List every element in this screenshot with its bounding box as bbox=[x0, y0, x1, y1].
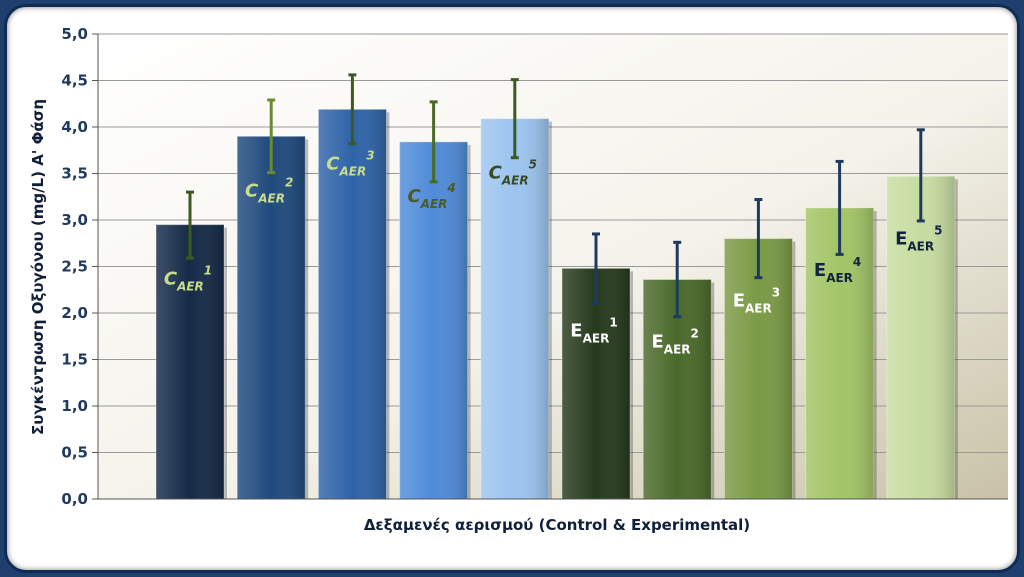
bar-group: EAER3 bbox=[723, 198, 796, 500]
y-tick-label: 5,0 bbox=[61, 25, 88, 43]
bar-label: CAER1 bbox=[164, 264, 212, 294]
y-tick-label: 3,5 bbox=[61, 165, 88, 183]
bar-label-sub: AER bbox=[501, 174, 529, 188]
bar-group: EAER 1 bbox=[561, 232, 633, 500]
bar-group: CAER3 bbox=[317, 73, 390, 500]
bar-group: EAER4 bbox=[805, 159, 877, 500]
bar-label-base: E bbox=[733, 291, 745, 312]
bar-label-sub: AER bbox=[664, 343, 691, 357]
bar-label-sup: 3 bbox=[772, 286, 780, 300]
bar-label-sup: 2 bbox=[285, 175, 293, 189]
bar-shine bbox=[562, 268, 630, 499]
bar-label-base: C bbox=[164, 269, 178, 290]
y-tick-label: 2,0 bbox=[61, 304, 88, 322]
bar-label-sup: 3 bbox=[366, 148, 374, 162]
y-tick-label: 2,5 bbox=[61, 258, 88, 276]
axes: 0,0 0,5 1,0 1,5 2,0 2,5 3,0 3,5 4,0 4,5 5,0 bbox=[61, 25, 1008, 508]
bar-label-sub: AER bbox=[907, 239, 934, 253]
y-tick-label: 0,0 bbox=[61, 490, 88, 508]
y-tick-label: 4,0 bbox=[61, 118, 88, 136]
bar-label-base: C bbox=[245, 180, 259, 201]
x-axis-title: Δεξαμενές αερισμού (Control & Experiment… bbox=[364, 516, 750, 534]
bar-label-base: E bbox=[895, 228, 907, 249]
bar-label-sub: AER bbox=[420, 197, 448, 211]
bar-group: CAER 4 bbox=[399, 100, 471, 500]
bar-label-sup: 1 bbox=[609, 315, 617, 329]
bar-label: CAER5 bbox=[489, 158, 537, 188]
bar-chart: CAER1CAER2CAER3CAER4CAER5EAER1EAER2EAER3… bbox=[29, 25, 1008, 534]
bar-label-base: E bbox=[814, 260, 826, 281]
y-tick-label: 1,5 bbox=[61, 351, 88, 369]
y-tick-label: 3,0 bbox=[61, 211, 88, 229]
bar-label-sub: AER bbox=[257, 191, 285, 205]
bar-group: CAER5 bbox=[480, 78, 552, 500]
y-tick-label: 0,5 bbox=[61, 444, 88, 462]
bar-label-sup: 4 bbox=[446, 181, 455, 195]
bar-label: EAER4 bbox=[814, 255, 861, 285]
bar-label: CAER 4 bbox=[407, 181, 455, 211]
y-tick-label: 1,0 bbox=[61, 397, 88, 415]
bars: CAER1CAER2CAER3CAER4CAER5EAER1EAER2EAER3… bbox=[155, 73, 958, 500]
bar-label-sub: AER bbox=[176, 280, 204, 294]
y-tick-label: 4,5 bbox=[61, 72, 88, 90]
bar-group: EAER5 bbox=[886, 128, 958, 500]
bar-label-sub: AER bbox=[338, 164, 366, 178]
bar-label-base: C bbox=[489, 163, 503, 184]
bar-shine bbox=[318, 109, 387, 499]
y-axis-title: Συγκέντρωση Οξυγόνου (mg/L) Α' Φάση bbox=[29, 99, 47, 435]
bar-label-sub: AER bbox=[583, 331, 610, 345]
bar-shine bbox=[805, 207, 874, 499]
bar-group: CAER1 bbox=[155, 190, 227, 500]
bar-label-sub: AER bbox=[745, 302, 772, 316]
bar-shine bbox=[724, 238, 793, 499]
chart-frame: CAER1 CAER2 CAER3 CAER4 CAER5 EAER1 EAER2 EAER3… bbox=[4, 4, 1020, 573]
bar-label: CAER3 bbox=[326, 148, 374, 178]
bar-label: EAER3 bbox=[733, 286, 780, 316]
bar-label-sup: 5 bbox=[529, 158, 537, 172]
bar-group: CAER2 bbox=[236, 98, 309, 500]
bar-group: EAER2 bbox=[642, 240, 715, 500]
bar-label-sup: 1 bbox=[204, 264, 212, 278]
bar-shine bbox=[886, 176, 955, 500]
bar-label-base: C bbox=[326, 153, 340, 174]
bar-label-sub: AER bbox=[826, 271, 853, 285]
bar-label: EAER 1 bbox=[570, 315, 617, 345]
bar-shine bbox=[399, 141, 468, 499]
bar-shine bbox=[237, 136, 306, 500]
bar-label: EAER5 bbox=[895, 223, 942, 253]
bar-label-base: E bbox=[652, 332, 664, 353]
bar-label: EAER2 bbox=[652, 327, 699, 357]
bar-label-base: C bbox=[407, 186, 421, 207]
bar-shine bbox=[156, 224, 224, 499]
bar-label-sup: 4 bbox=[853, 255, 861, 269]
bar-label-sup: 2 bbox=[691, 327, 699, 341]
bar-label-base: E bbox=[570, 320, 582, 341]
bar-label-sup: 5 bbox=[934, 223, 942, 237]
bar-shine bbox=[480, 118, 549, 499]
bar-label: CAER2 bbox=[245, 175, 293, 205]
